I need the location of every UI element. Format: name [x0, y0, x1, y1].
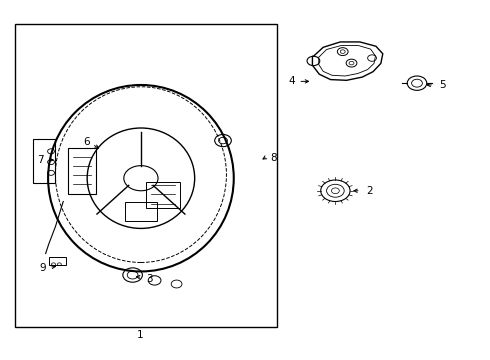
Text: 1: 1: [137, 330, 143, 340]
Bar: [15, 24, 277, 327]
Text: 6: 6: [83, 138, 90, 147]
Text: 5: 5: [440, 80, 446, 90]
Text: 8: 8: [270, 153, 277, 163]
Text: 9: 9: [39, 263, 46, 273]
Text: 7: 7: [37, 154, 44, 165]
Text: 3: 3: [147, 274, 153, 284]
Text: 2: 2: [367, 186, 373, 196]
Text: 4: 4: [288, 76, 294, 86]
